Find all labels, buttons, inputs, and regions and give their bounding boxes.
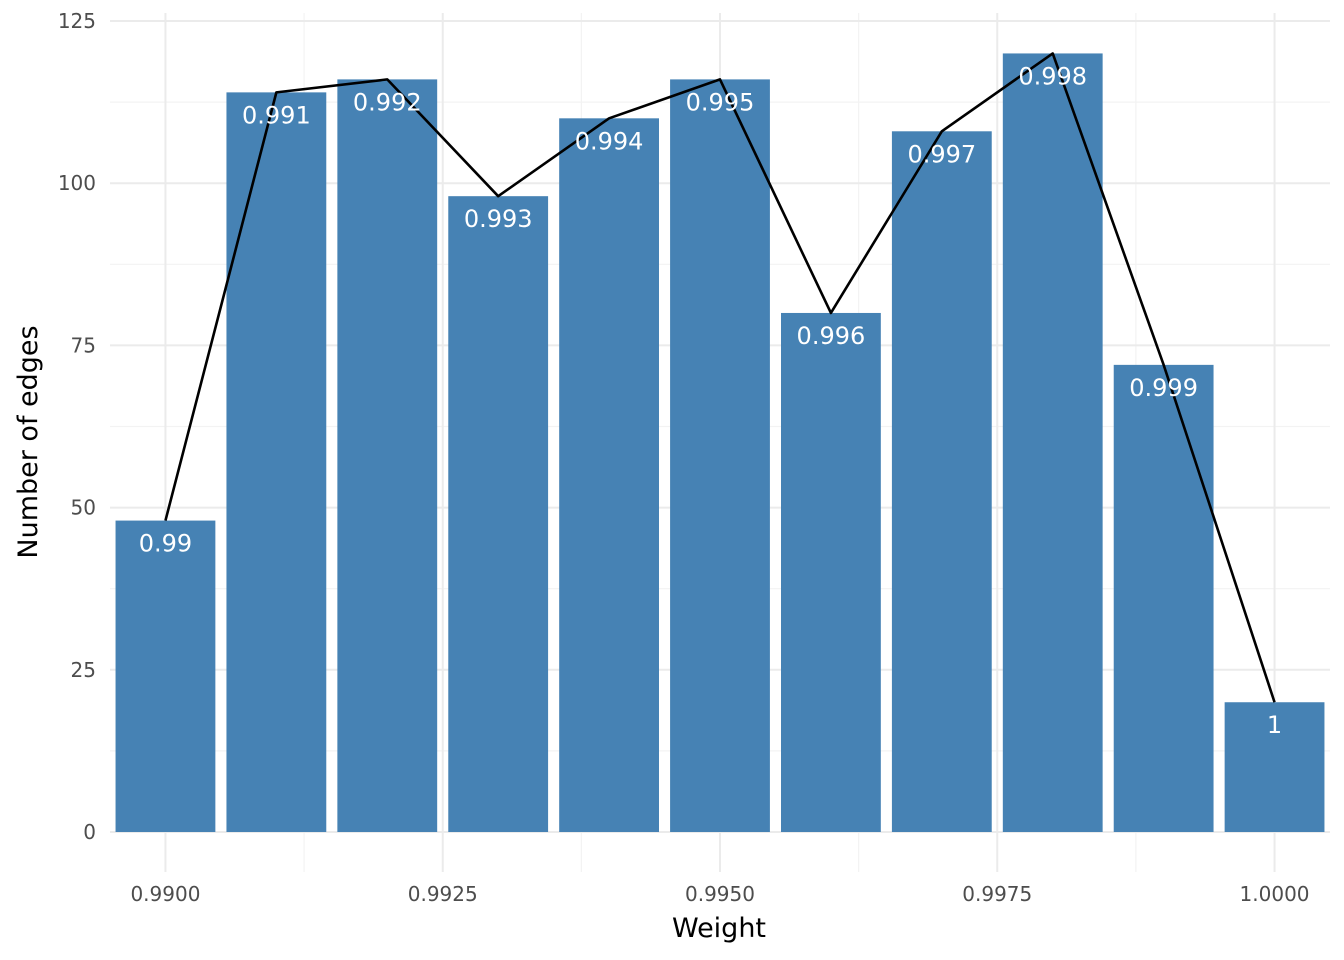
axis-layer: Weight Number of edges 0 25 50 75 100 125 0.99… (13, 9, 1310, 944)
bar-label: 0.994 (575, 127, 644, 155)
bar (337, 79, 438, 833)
bar-label: 0.996 (797, 322, 866, 350)
bar (670, 79, 770, 833)
bar (781, 312, 881, 833)
bar (448, 196, 549, 832)
bar (559, 118, 659, 832)
x-tick-label: 0.9975 (962, 882, 1032, 906)
y-tick-label: 125 (58, 9, 96, 33)
bar (1113, 364, 1214, 832)
y-tick-label: 100 (58, 171, 96, 195)
bar-label: 0.991 (242, 101, 311, 129)
bar-label: 0.992 (353, 88, 422, 116)
bar (115, 520, 216, 832)
bar-label: 1 (1267, 711, 1282, 739)
bar-label: 0.995 (686, 88, 755, 116)
bar-label-layer: 0.99 0.991 0.992 0.993 0.994 0.995 0.996 0.997 0… (139, 62, 1282, 739)
bar (226, 92, 327, 833)
bar-label: 0.998 (1018, 62, 1087, 90)
line-layer (164, 52, 1276, 703)
x-tick-label: 0.9950 (685, 882, 755, 906)
bar-label: 0.997 (907, 140, 976, 168)
x-tick-label: 1.0000 (1240, 882, 1310, 906)
bar-layer (115, 53, 1325, 833)
bar-label: 0.999 (1129, 374, 1198, 402)
x-tick-label: 0.9900 (130, 882, 200, 906)
y-tick-label: 0 (83, 820, 96, 844)
bar (1002, 53, 1103, 832)
y-tick-label: 25 (71, 658, 96, 682)
y-axis-title: Number of edges (13, 325, 44, 558)
bar-label: 0.99 (139, 530, 192, 558)
trend-line (164, 52, 1276, 703)
bar (1224, 702, 1325, 832)
bar-label: 0.993 (464, 205, 533, 233)
x-axis-title: Weight (672, 913, 766, 944)
x-tick-label: 0.9925 (408, 882, 478, 906)
y-tick-label: 75 (71, 333, 96, 357)
y-tick-label: 50 (71, 496, 96, 520)
bar (891, 131, 992, 832)
